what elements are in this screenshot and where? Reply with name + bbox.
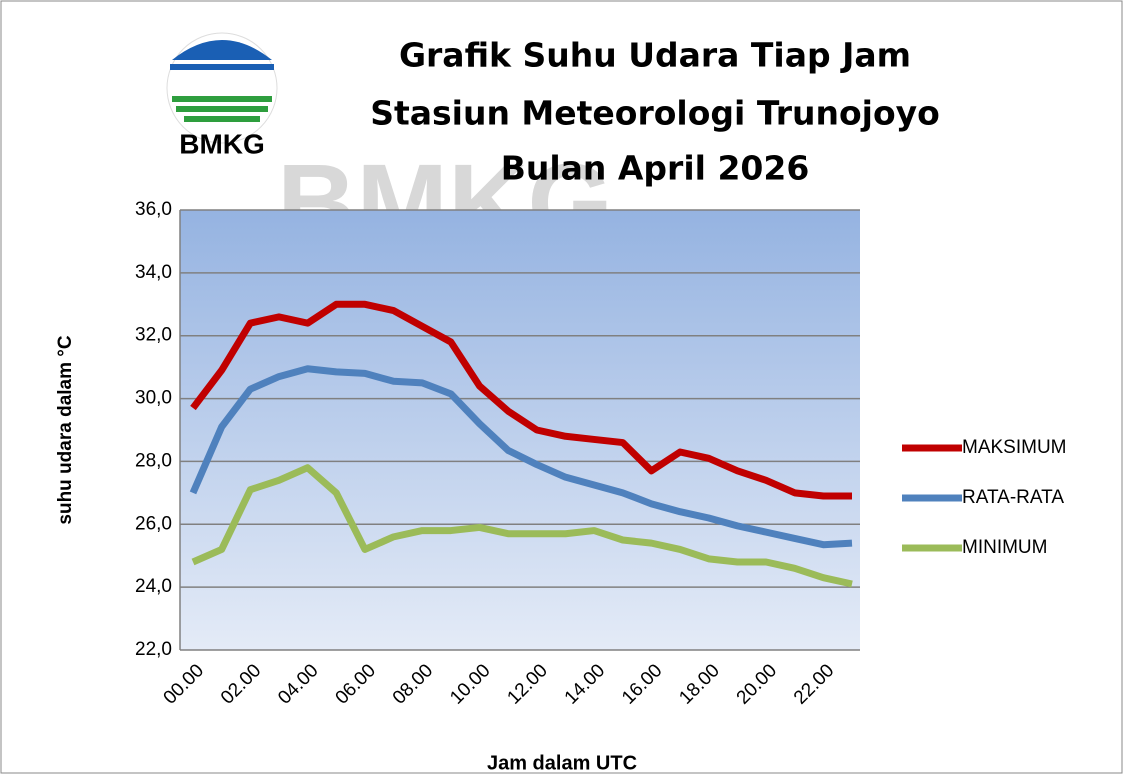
y-tick-label: 26,0	[135, 513, 172, 534]
chart-title: Stasiun Meteorologi Trunojoyo	[370, 94, 940, 133]
series-line	[190, 300, 852, 500]
logo: BMKG	[166, 32, 278, 159]
y-tick-label: 34,0	[135, 262, 172, 283]
y-axis-label: suhu udara dalam °C	[55, 335, 76, 524]
chart-title: Bulan April 2026	[501, 149, 810, 188]
y-tick-label: 32,0	[135, 325, 172, 346]
series-line	[189, 365, 853, 549]
chart-title: Grafik Suhu Udara Tiap Jam	[399, 36, 911, 75]
plot-area	[180, 210, 860, 650]
legend-label: RATA-RATA	[962, 487, 1064, 508]
y-tick-label: 30,0	[135, 388, 172, 409]
y-tick-label: 28,0	[135, 450, 172, 471]
y-tick-label: 36,0	[135, 199, 172, 220]
logo-text: BMKG	[179, 128, 265, 159]
legend-label: MINIMUM	[962, 537, 1047, 558]
y-tick-label: 24,0	[135, 576, 172, 597]
legend-label: MAKSIMUM	[962, 437, 1067, 458]
y-tick-label: 22,0	[135, 639, 172, 660]
series-line	[191, 464, 853, 588]
x-axis-label: Jam dalam UTC	[487, 752, 637, 774]
